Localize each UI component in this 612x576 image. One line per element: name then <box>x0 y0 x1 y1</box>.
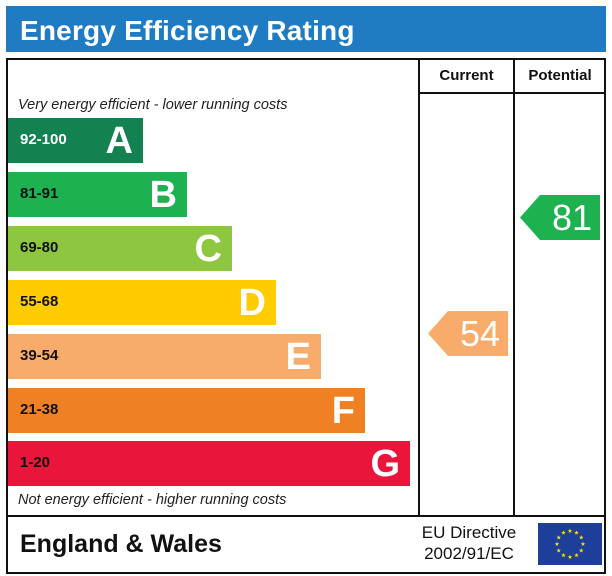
band-letter: G <box>370 443 400 485</box>
band-letter: A <box>105 120 133 162</box>
band-letter: C <box>194 228 222 270</box>
band-c: 69-80 C <box>8 226 232 271</box>
band-range: 21-38 <box>20 401 59 418</box>
eu-star-icon <box>554 541 560 546</box>
band-e: 39-54 E <box>8 334 321 379</box>
band-letter: F <box>331 390 355 432</box>
top-note: Very energy efficient - lower running co… <box>18 97 288 113</box>
band-letter: E <box>285 336 311 378</box>
band-a: 92-100 A <box>8 118 143 163</box>
band-range: 55-68 <box>20 293 59 310</box>
page-title: Energy Efficiency Rating <box>20 15 355 46</box>
eu-star-icon <box>578 535 584 540</box>
eu-star-icon <box>574 552 579 558</box>
column-header-potential: Potential <box>528 67 592 84</box>
band-f: 21-38 F <box>8 388 365 433</box>
band-range: 92-100 <box>20 131 67 148</box>
band-letter: D <box>238 282 266 324</box>
eu-star-icon <box>574 530 579 535</box>
divider-header <box>420 92 605 94</box>
band-b: 81-91 B <box>8 172 187 217</box>
divider-footer <box>6 515 606 517</box>
current-rating-value: 54 <box>459 313 500 354</box>
eu-star-icon <box>556 535 562 540</box>
eu-star-icon <box>580 541 586 546</box>
footer-directive-line1: EU Directive <box>421 523 517 542</box>
current-rating-arrow: 54 <box>428 311 508 356</box>
band-range: 81-91 <box>20 185 59 202</box>
eu-star-icon <box>561 530 566 535</box>
eu-star-icon <box>556 548 562 553</box>
eu-star-icon <box>567 528 573 533</box>
footer-region: England & Wales <box>20 530 222 558</box>
current-arrow-shape <box>428 311 508 356</box>
potential-arrow-shape <box>520 195 600 240</box>
band-range: 69-80 <box>20 239 59 256</box>
eu-star-icon <box>561 552 566 558</box>
title-bar: Energy Efficiency Rating <box>6 6 606 52</box>
rating-frame <box>6 58 606 574</box>
eu-flag-stars <box>554 528 586 559</box>
bottom-note: Not energy efficient - higher running co… <box>18 492 287 508</box>
footer-directive-line2: 2002/91/EC <box>424 544 514 563</box>
band-d: 55-68 D <box>8 280 276 325</box>
eu-star-icon <box>578 548 584 553</box>
eu-flag-icon <box>538 523 602 565</box>
potential-rating-arrow: 81 <box>520 195 600 240</box>
divider-potential-left <box>513 58 515 516</box>
divider-current-left <box>418 58 420 516</box>
potential-rating-value: 81 <box>551 197 592 238</box>
band-g: 1-20 G <box>8 441 410 486</box>
band-range: 1-20 <box>20 454 51 471</box>
band-letter: B <box>149 174 177 216</box>
eu-star-icon <box>567 554 573 559</box>
column-header-current: Current <box>439 67 494 84</box>
band-range: 39-54 <box>20 347 59 364</box>
